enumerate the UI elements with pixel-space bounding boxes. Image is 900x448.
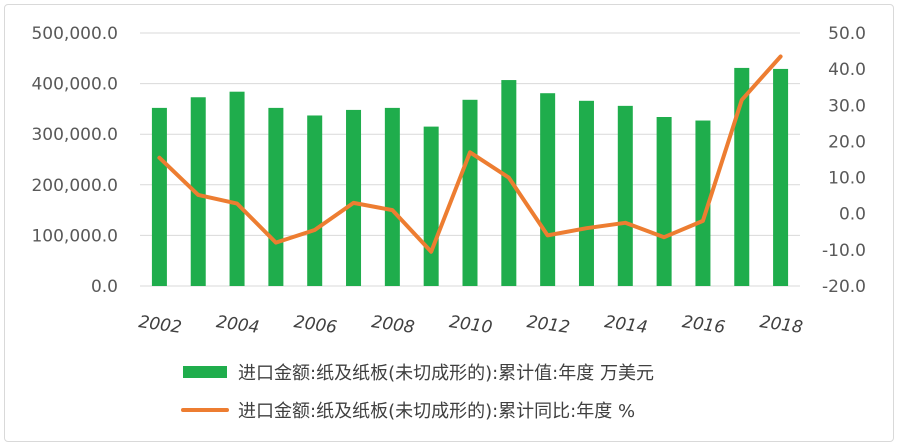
right-tick-label: 10.0 [828, 169, 866, 189]
bar-2006 [307, 115, 323, 286]
bar-2004 [229, 91, 245, 286]
bar-2007 [346, 109, 362, 286]
right-tick-label: 20.0 [828, 132, 866, 152]
bar-2014 [617, 105, 633, 286]
x-tick-label: 2002 [137, 312, 183, 338]
x-tick-label: 2014 [603, 312, 649, 338]
point-2015 [663, 236, 665, 238]
point-2003 [197, 194, 199, 196]
point-2017 [741, 99, 743, 101]
right-axis-ticks: -20.0 -10.0 0.0 10.0 20.0 30.0 40.0 50.0 [822, 24, 866, 297]
legend-label-bar: 进口金额:纸及纸板(未切成形的):累计值:年度 万美元 [238, 363, 654, 384]
x-axis-ticks: 2002 2004 2006 2008 2010 2012 2014 2016 2018 [137, 312, 804, 338]
x-tick-label: 2004 [215, 312, 261, 338]
point-2008 [391, 209, 393, 211]
bar-2017 [734, 67, 750, 286]
bar-2018 [773, 68, 789, 287]
left-tick-label: 300,000.0 [31, 125, 118, 145]
point-2016 [702, 220, 704, 222]
legend-swatch-bar [183, 366, 227, 378]
left-tick-label: 500,000.0 [31, 24, 118, 44]
right-tick-label: 40.0 [828, 60, 866, 80]
bar-series [151, 67, 789, 287]
point-2011 [508, 177, 510, 179]
x-tick-label: 2012 [526, 312, 572, 338]
right-tick-label: 50.0 [828, 24, 866, 44]
legend: 进口金额:纸及纸板(未切成形的):累计值:年度 万美元进口金额:纸及纸板(未切成… [181, 363, 654, 422]
point-2012 [547, 234, 549, 236]
point-2004 [236, 203, 238, 205]
x-tick-label: 2006 [293, 312, 339, 338]
bar-2009 [423, 126, 439, 286]
bar-2005 [268, 107, 284, 286]
left-axis-ticks: 0.0 100,000.0 200,000.0 300,000.0 400,000.0 5… [31, 24, 118, 297]
point-2007 [353, 202, 355, 204]
bar-2012 [540, 93, 556, 287]
x-tick-label: 2008 [370, 312, 416, 338]
line-series [157, 54, 783, 254]
point-2010 [469, 151, 471, 153]
right-tick-label: 30.0 [828, 96, 866, 116]
bar-2003 [190, 97, 206, 287]
right-tick-label: 0.0 [839, 205, 866, 225]
point-2014 [624, 222, 626, 224]
left-tick-label: 0.0 [91, 277, 118, 297]
point-2013 [585, 227, 587, 229]
left-tick-label: 100,000.0 [31, 226, 118, 246]
bar-2002 [151, 107, 167, 286]
right-tick-label: -20.0 [822, 277, 866, 297]
x-tick-label: 2016 [681, 312, 727, 338]
point-2005 [275, 242, 277, 244]
bar-2016 [695, 120, 711, 287]
x-tick-label: 2010 [448, 312, 494, 338]
legend-label-line: 进口金额:纸及纸板(未切成形的):累计同比:年度 % [238, 401, 635, 422]
bar-2010 [462, 99, 478, 287]
bar-2011 [501, 80, 517, 286]
point-2009 [430, 251, 432, 253]
point-2006 [314, 229, 316, 231]
bar-2013 [578, 100, 594, 286]
left-tick-label: 400,000.0 [31, 75, 118, 95]
x-tick-label: 2018 [758, 312, 804, 338]
gridlines [140, 32, 800, 287]
bar-2008 [384, 107, 400, 286]
point-2002 [158, 157, 160, 159]
right-tick-label: -10.0 [822, 241, 866, 261]
left-tick-label: 200,000.0 [31, 176, 118, 196]
bar-2015 [656, 116, 672, 286]
point-2018 [780, 55, 782, 57]
